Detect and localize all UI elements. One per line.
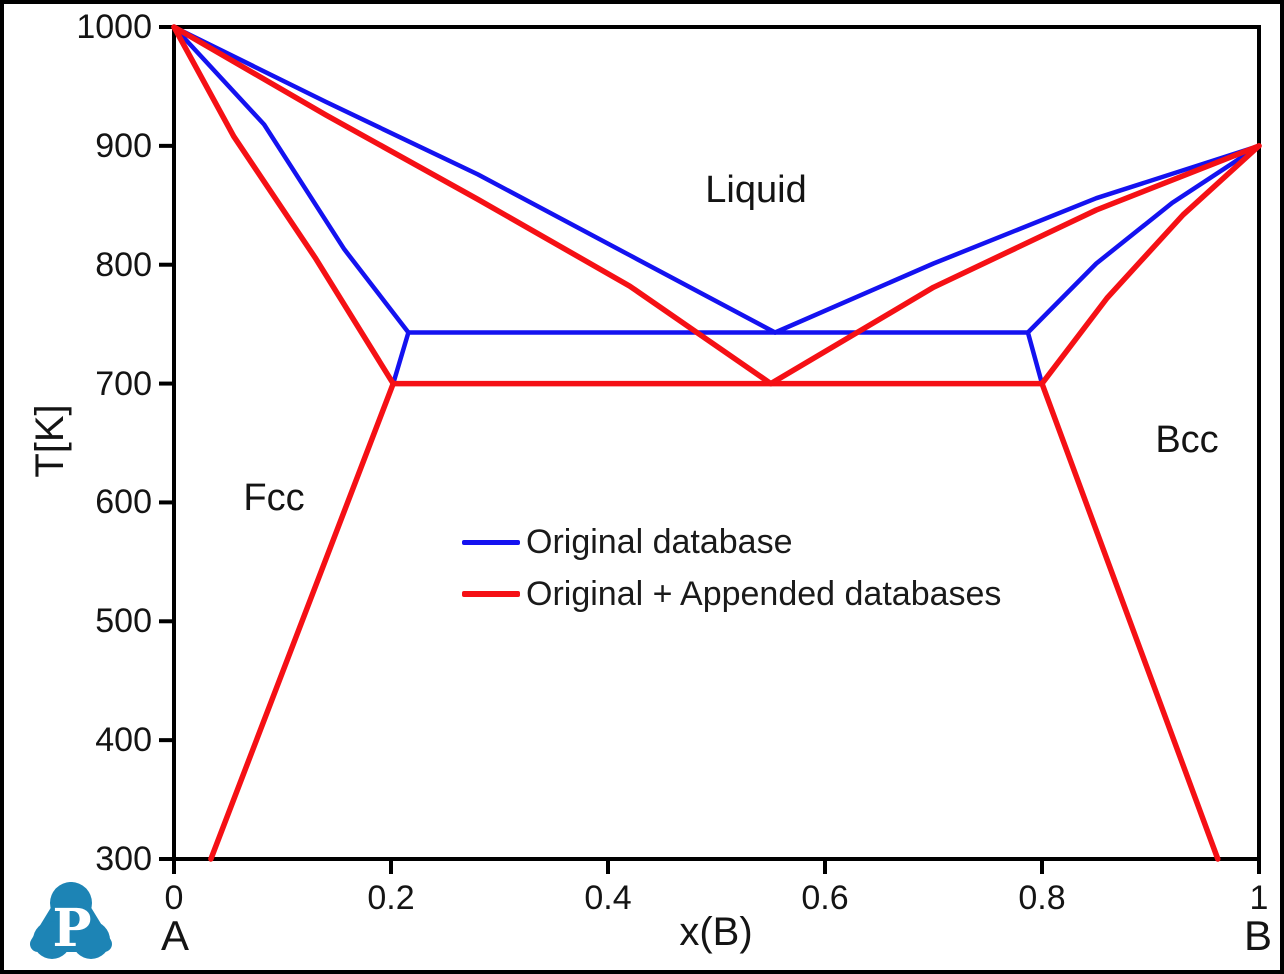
- x-tick-label: 0: [164, 879, 184, 917]
- logo-cloud-bump-right: [72, 921, 110, 959]
- legend-label-original: Original database: [526, 522, 793, 561]
- x-tick-label: 1: [1249, 879, 1269, 917]
- component-b-label: B: [1243, 912, 1272, 959]
- component-a-label: A: [160, 912, 189, 959]
- phase-region-label-liquid: Liquid: [705, 169, 807, 211]
- series-0-right-solidus: [1025, 143, 1262, 335]
- series-1-right-liquidus: [768, 143, 1262, 387]
- y-tick-label: 800: [95, 245, 152, 284]
- legend: Original database Original + Appended da…: [462, 518, 1001, 618]
- x-tick-label: 0.8: [1018, 879, 1066, 917]
- x-tick-label: 0.6: [801, 879, 849, 917]
- legend-line-swatch-blue: [462, 539, 520, 545]
- y-tick-label: 1000: [76, 8, 152, 46]
- series-0-left-liquidus: [171, 24, 778, 335]
- legend-row-original: Original database: [462, 518, 1001, 566]
- legend-line-swatch-red: [462, 591, 520, 597]
- phase-region-label-fcc: Fcc: [243, 477, 305, 519]
- y-tick-label: 300: [95, 840, 152, 878]
- logo-cloud-bump-left: [33, 921, 71, 959]
- legend-label-appended: Original + Appended databases: [526, 574, 1002, 613]
- legend-row-appended: Original + Appended databases: [462, 570, 1001, 618]
- x-tick-label: 0.4: [584, 879, 632, 917]
- series-0-left-solvus-stub: [390, 330, 411, 386]
- y-tick-label: 500: [95, 602, 152, 641]
- series-0-right-solvus-stub: [1025, 330, 1045, 386]
- series-1-left-solidus: [171, 24, 396, 387]
- y-axis-title: T[K]: [28, 404, 72, 478]
- logo-cloud-bump-top: [50, 882, 92, 924]
- y-tick-label: 600: [95, 483, 152, 522]
- y-tick-label: 400: [95, 721, 152, 760]
- y-tick-label: 900: [95, 126, 152, 165]
- logo-letter-p: P: [52, 898, 92, 959]
- y-tick-label: 700: [95, 364, 152, 403]
- series-1-left-liquidus: [171, 24, 774, 387]
- x-tick-label: 0.2: [367, 879, 415, 917]
- series-0-left-solidus: [171, 24, 411, 335]
- plot-box: [172, 25, 1261, 861]
- plot-canvas: [30, 24, 1262, 959]
- pandat-logo: [30, 882, 112, 959]
- series-1-left-solvus: [208, 380, 396, 862]
- x-axis-title: x(B): [679, 910, 753, 954]
- phase-region-label-bcc: Bcc: [1155, 419, 1219, 461]
- series-0-right-liquidus: [772, 143, 1262, 335]
- series-1-right-solidus: [1039, 143, 1262, 387]
- series-1-right-solvus: [1039, 380, 1221, 862]
